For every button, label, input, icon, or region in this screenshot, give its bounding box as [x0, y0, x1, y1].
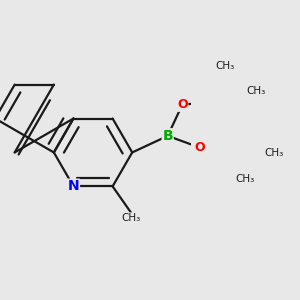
Text: CH₃: CH₃	[236, 174, 255, 184]
Text: CH₃: CH₃	[246, 86, 265, 96]
Text: B: B	[162, 129, 173, 143]
Text: O: O	[177, 98, 188, 111]
Text: CH₃: CH₃	[122, 213, 141, 223]
Text: O: O	[195, 141, 206, 154]
Text: CH₃: CH₃	[265, 148, 284, 158]
Text: CH₃: CH₃	[215, 61, 234, 71]
Text: N: N	[68, 179, 79, 194]
